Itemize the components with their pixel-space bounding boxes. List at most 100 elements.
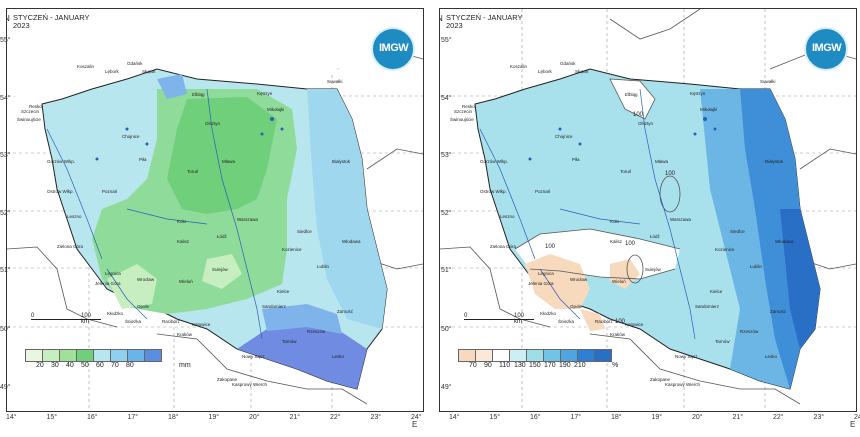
lon-label: 16° xyxy=(87,414,98,421)
legend-swatch xyxy=(577,349,595,362)
city-label: Warszawa xyxy=(237,217,258,222)
city-label: Mława xyxy=(222,159,236,164)
legend-swatch xyxy=(560,349,578,362)
lat-label: 54° xyxy=(0,95,11,102)
city-label: Nowy Sącz xyxy=(242,354,265,359)
scale-right-label: 100 km xyxy=(81,313,92,325)
city-label: Lesko xyxy=(332,354,345,359)
legend-unit: % xyxy=(612,362,619,369)
legend-tick-label: 170 xyxy=(544,362,556,369)
legend-swatch xyxy=(492,349,510,362)
city-label: Szczecin xyxy=(21,109,40,114)
lat-label: 55° xyxy=(0,37,11,44)
lat-label: 49° xyxy=(0,384,11,391)
city-label: Lębork xyxy=(538,69,552,74)
city-label: Rzeszów xyxy=(740,329,759,334)
city-label: Kozienice xyxy=(282,247,302,252)
lat-label: 50° xyxy=(0,326,11,333)
city-label: Poznań xyxy=(535,189,551,194)
city-label: Zamość xyxy=(770,309,787,314)
lat-label: 54° xyxy=(441,95,452,102)
city-label: Sulejów xyxy=(212,267,228,272)
legend-swatch xyxy=(526,349,544,362)
legend-tick-label: 90 xyxy=(484,362,492,369)
legend-swatch xyxy=(543,349,561,362)
legend-tick-label: 20 xyxy=(36,362,44,369)
legend-swatch xyxy=(76,349,94,362)
legend-swatch xyxy=(509,349,527,362)
lon-label: 24° xyxy=(411,414,422,421)
city-label: Opole xyxy=(570,304,583,309)
city-label: Zamość xyxy=(337,309,354,314)
city-label: Leszno xyxy=(500,214,515,219)
scale-line xyxy=(464,319,534,322)
city-label: Szczecin xyxy=(454,109,473,114)
city-label: Piła xyxy=(139,157,147,162)
city-label: Kasprowy Wierch xyxy=(232,382,268,387)
lon-label: 23° xyxy=(370,414,382,421)
city-label: Racibórz xyxy=(162,319,180,324)
city-label: Wrocław xyxy=(570,277,588,282)
lon-label: 20° xyxy=(249,414,260,421)
legend-swatch xyxy=(59,349,77,362)
city-label: Gdańsk xyxy=(560,61,576,66)
precip-50-60mm xyxy=(167,97,277,214)
city-label: Warszawa xyxy=(670,217,691,222)
precip-legend: 20 30 40 50 60 70 80 xyxy=(25,349,162,369)
scale-left-label: 0 xyxy=(31,313,35,319)
city-label: Zielona Góra xyxy=(57,244,84,249)
city-label: Mława xyxy=(655,159,669,164)
city-label: Wieluń xyxy=(612,279,626,284)
city-label: Katowice xyxy=(192,322,211,327)
city-label: Sandomierz xyxy=(695,304,720,309)
city-label: Jelenia Góra xyxy=(528,281,554,286)
legend-tick-label: 70 xyxy=(111,362,119,369)
city-label: Sulejów xyxy=(645,267,661,272)
lon-label: 17° xyxy=(570,414,582,421)
lon-label: 15° xyxy=(489,414,501,421)
legend-tick-label: 40 xyxy=(66,362,74,369)
map-title: STYCZEŃ - JANUARY 2023 xyxy=(13,14,90,30)
city-label: Racibórz xyxy=(595,319,613,324)
city-label: Nowy Sącz xyxy=(675,354,698,359)
lakes xyxy=(528,117,717,161)
legend-tick-label: 190 xyxy=(559,362,571,369)
legend-tick-label: 30 xyxy=(51,362,59,369)
city-label: Lesko xyxy=(765,354,778,359)
city-label: Toruń xyxy=(620,169,632,174)
lat-label: 50° xyxy=(441,326,452,333)
city-label: Włodawa xyxy=(775,239,794,244)
title-year: 2023 xyxy=(13,21,30,30)
city-label: Koło xyxy=(610,219,620,224)
city-label: Ostrów Wlkp. xyxy=(480,189,507,194)
precip-70-80mm xyxy=(262,304,342,334)
lon-label: 14° xyxy=(449,414,460,421)
lat-label: 52° xyxy=(0,210,11,217)
city-label: Siedlce xyxy=(297,229,312,234)
city-label: Kętrzyn xyxy=(257,91,273,96)
city-label: Kalisz xyxy=(177,239,190,244)
lat-label: 51° xyxy=(441,267,452,274)
city-label: Kętrzyn xyxy=(690,91,706,96)
city-label: Kłodzko xyxy=(540,311,557,316)
lat-label: 51° xyxy=(0,267,11,274)
legend-tick-label: 210 xyxy=(574,362,586,369)
precip-percent-map-panel: 100 100 100 100 100 N STYCZEŃ - JANUARY … xyxy=(439,8,857,412)
legend-swatch xyxy=(458,349,476,362)
contour-label: 100 xyxy=(545,244,556,250)
city-label: Suwałki xyxy=(760,79,776,84)
lon-label: 22° xyxy=(773,414,784,421)
city-label: Białystok xyxy=(332,159,351,164)
city-label: Chojnice xyxy=(122,134,140,139)
city-label: Kielce xyxy=(710,289,723,294)
neighbour-borders xyxy=(440,9,856,405)
contour-label: 100 xyxy=(615,319,626,325)
precip-30-40mm xyxy=(107,264,157,309)
city-label: Elbląg xyxy=(192,92,205,97)
title-year: 2023 xyxy=(446,21,463,30)
lakes xyxy=(95,117,284,161)
contour-label: 100 xyxy=(665,171,676,177)
legend-swatch xyxy=(110,349,128,362)
lon-label: 15° xyxy=(46,414,58,421)
city-label: Resko xyxy=(29,104,42,109)
